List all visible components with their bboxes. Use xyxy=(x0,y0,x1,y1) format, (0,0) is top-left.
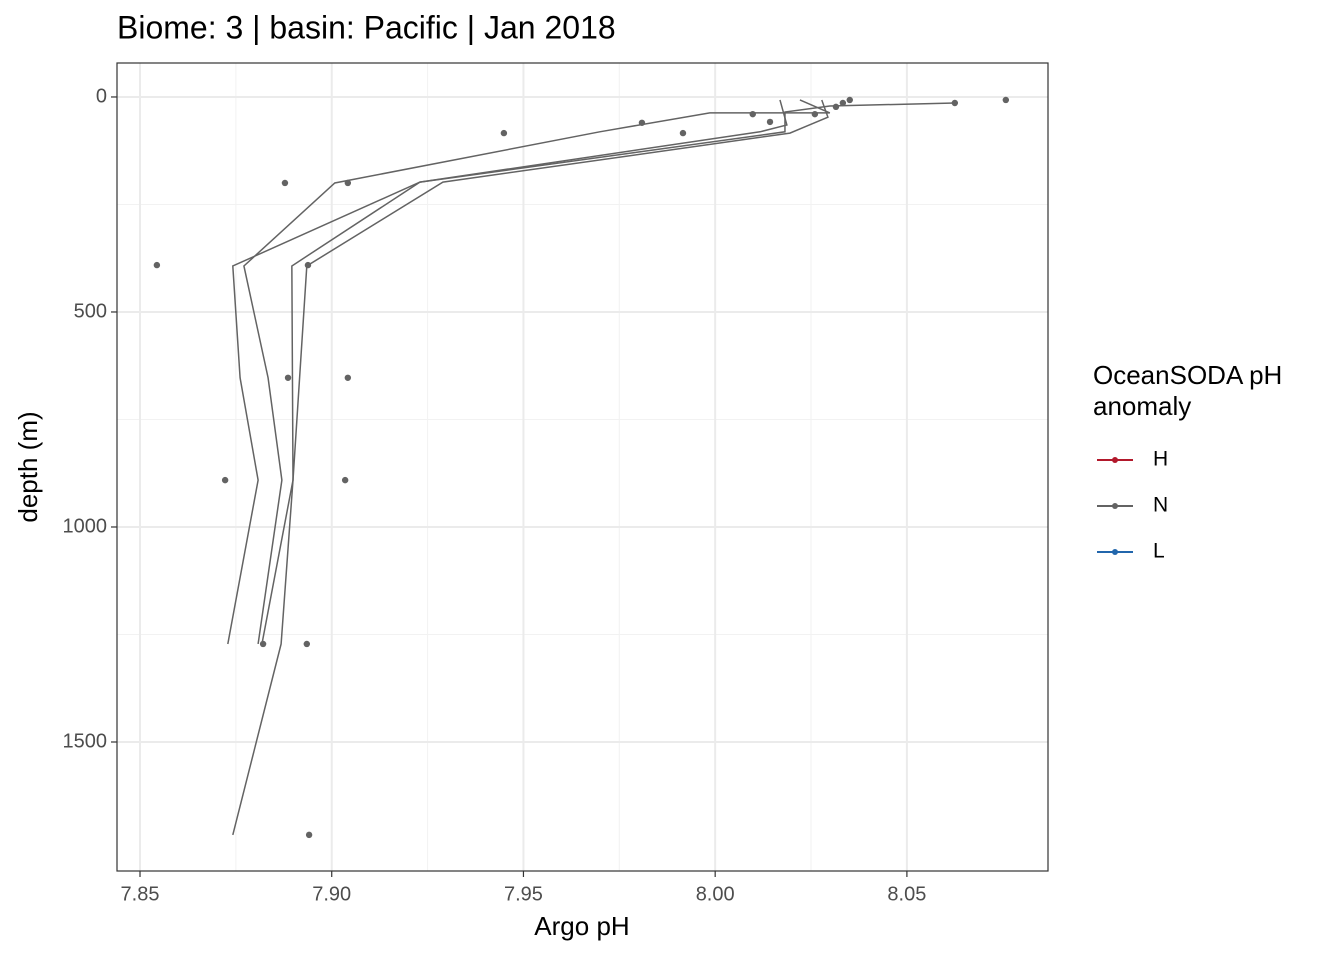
data-point xyxy=(153,261,161,269)
profile-line xyxy=(232,99,829,836)
y-tick-label: 0 xyxy=(96,85,107,107)
legend-label: N xyxy=(1153,494,1168,517)
legend-label: H xyxy=(1153,448,1168,471)
data-point xyxy=(846,96,853,104)
legend-swatch-dot xyxy=(1112,503,1118,509)
data-point xyxy=(811,110,819,118)
data-point xyxy=(1002,96,1010,104)
legend-swatch-dot xyxy=(1112,457,1118,463)
profile-line xyxy=(227,102,955,645)
legend-label: L xyxy=(1153,540,1165,563)
y-tick-label: 500 xyxy=(74,300,107,322)
data-point xyxy=(832,103,840,111)
y-axis-label: depth (m) xyxy=(13,411,43,522)
chart-title: Biome: 3 | basin: Pacific | Jan 2018 xyxy=(117,9,616,45)
data-point xyxy=(221,476,229,484)
legend-title: OceanSODA pH anomaly xyxy=(1093,360,1283,421)
x-tick-label: 8.00 xyxy=(696,883,735,905)
plot-border xyxy=(116,62,1049,872)
data-point xyxy=(305,831,313,839)
legend-swatch-dot xyxy=(1112,549,1118,555)
data-point xyxy=(344,179,352,187)
y-tick-label: 1000 xyxy=(63,515,108,537)
data-point xyxy=(766,118,774,126)
data-point xyxy=(303,640,311,648)
x-tick-label: 7.85 xyxy=(121,883,160,905)
data-point xyxy=(284,374,292,381)
data-point xyxy=(500,129,508,137)
x-tick-label: 8.05 xyxy=(887,883,926,905)
data-point xyxy=(259,640,267,648)
data-point xyxy=(839,99,847,107)
data-point xyxy=(341,476,349,484)
x-tick-label: 7.95 xyxy=(504,883,543,905)
data-point xyxy=(304,261,312,269)
data-point xyxy=(281,179,289,187)
x-tick-label: 7.90 xyxy=(312,883,351,905)
x-axis-label: Argo pH xyxy=(534,911,629,941)
data-point xyxy=(749,110,756,118)
data-point xyxy=(344,374,352,381)
data-point xyxy=(679,129,687,137)
data-point xyxy=(951,99,959,107)
data-point xyxy=(638,119,646,126)
y-tick-label: 1500 xyxy=(63,730,108,752)
profile-line xyxy=(243,99,831,645)
